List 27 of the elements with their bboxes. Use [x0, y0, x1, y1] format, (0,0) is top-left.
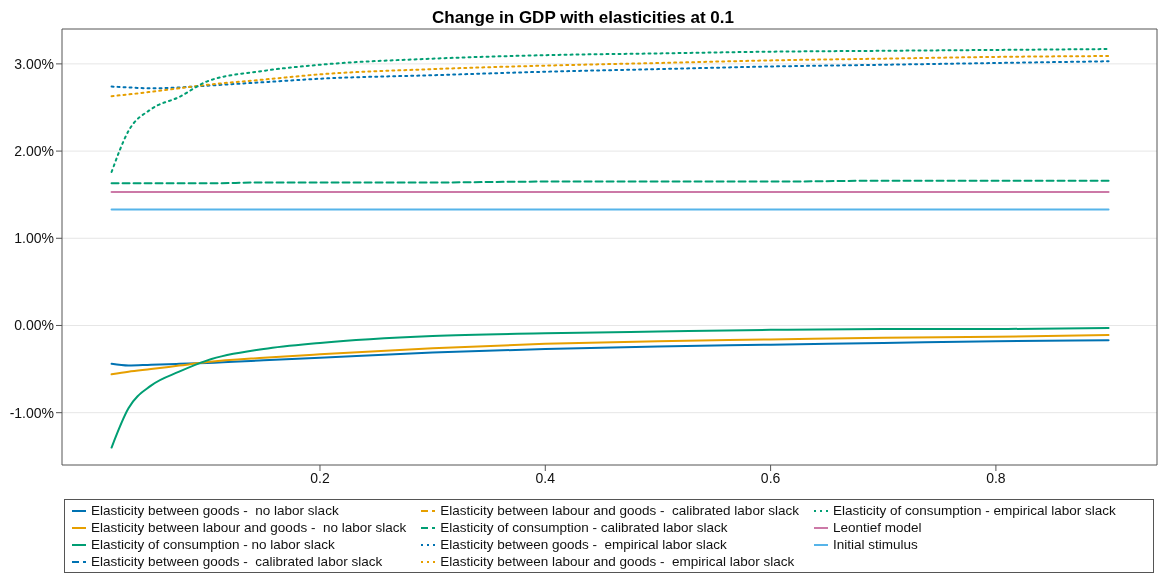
legend-label: Elasticity between labour and goods - no labor slack: [90, 519, 407, 536]
y-tick-label: 3.00%: [14, 55, 54, 72]
legend-label: Elasticity between labour and goods - empirical labor slack: [439, 553, 796, 570]
legend-label: Elasticity between goods - calibrated labor slack: [90, 553, 384, 570]
line-series: [110, 60, 1110, 90]
legend-label: Initial stimulus: [831, 536, 919, 553]
line-series: [110, 55, 1110, 98]
line-series: [110, 334, 1110, 376]
y-tick-label: 0.00%: [14, 317, 54, 334]
y-tick-label: -1.00%: [9, 404, 54, 421]
legend-label: Elasticity between goods - no labor slack: [90, 502, 340, 519]
x-tick-label: 0.4: [535, 469, 556, 486]
line-series: [110, 48, 1110, 174]
legend-label: Elasticity of consumption - calibrated labor slack: [439, 519, 729, 536]
y-tick-label: 1.00%: [14, 230, 54, 247]
y-tick-label: 2.00%: [14, 143, 54, 160]
line-series: [110, 327, 1110, 449]
legend-label: Elasticity of consumption - empirical labor slack: [831, 502, 1116, 519]
chart-title: Change in GDP with elasticities at 0.1: [431, 8, 735, 28]
x-tick-label: 0.6: [760, 469, 781, 486]
x-tick-label: 0.8: [986, 469, 1006, 486]
line-series: [110, 339, 1110, 367]
legend-label: Elasticity of consumption - no labor slack: [90, 536, 336, 553]
x-tick-label: 0.2: [310, 469, 330, 486]
legend-label: Elasticity between goods - empirical labor slack: [439, 536, 728, 553]
legend-label: Elasticity between labour and goods - calibrated labor slack: [439, 502, 799, 519]
legend-label: Leontief model: [831, 519, 923, 536]
